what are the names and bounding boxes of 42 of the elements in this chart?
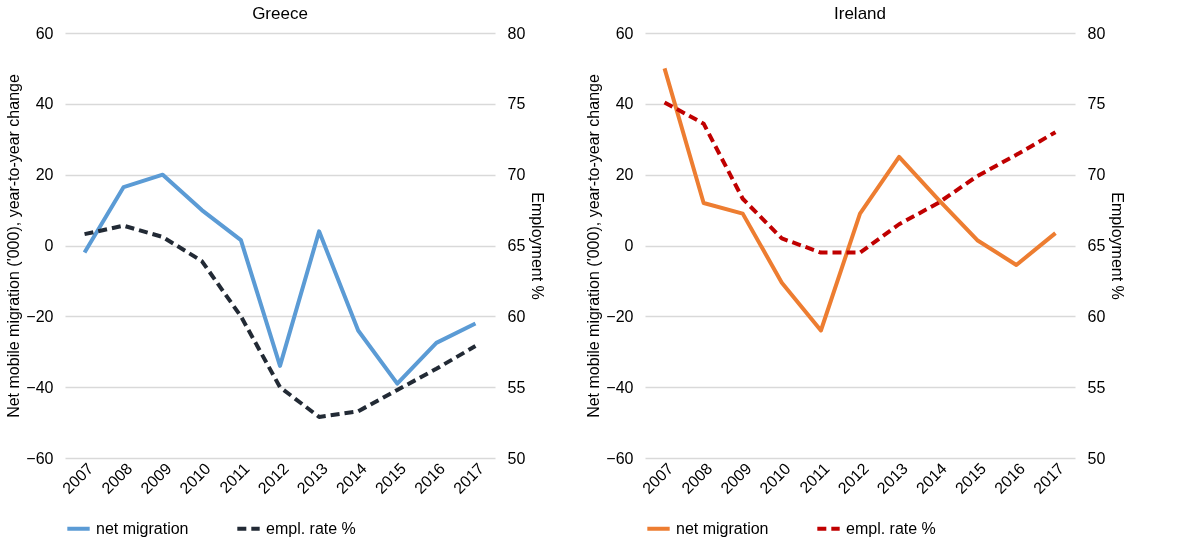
y2-tick-label: 50 (1087, 449, 1106, 467)
y2-tick-label: 55 (507, 378, 526, 396)
chart-title: Greece (252, 4, 308, 23)
y-tick-label: 20 (615, 166, 634, 184)
y2-tick-label: 75 (1087, 95, 1106, 113)
y-tick-label: 0 (44, 237, 54, 254)
y2-tick-label: 80 (507, 24, 526, 42)
y-tick-label: −40 (26, 378, 54, 396)
y2-tick-label: 75 (507, 95, 526, 113)
y-tick-label: −20 (26, 307, 54, 325)
y2-tick-label: 65 (1087, 237, 1106, 254)
y-tick-label: 20 (35, 166, 54, 184)
y-tick-label: 60 (35, 24, 54, 42)
y-tick-label: −40 (606, 378, 634, 396)
y-tick-label: −60 (606, 449, 634, 467)
y2-tick-label: 50 (507, 449, 526, 467)
line-series (662, 100, 1058, 255)
line-series (82, 223, 478, 419)
legend-label: net migration (96, 519, 189, 537)
y2-tick-label: 70 (507, 166, 526, 184)
y2-tick-label: 55 (1087, 378, 1106, 396)
y-axis-title: Net mobile migration ('000), year-to-year change (5, 74, 23, 418)
y2-tick-label: 80 (1087, 24, 1106, 42)
y-tick-label: 60 (615, 24, 634, 42)
legend-label: empl. rate % (266, 519, 356, 537)
y-axis-title: Net mobile migration ('000), year-to-year change (585, 74, 603, 418)
y-tick-label: −60 (26, 449, 54, 467)
y-tick-label: 0 (624, 237, 634, 254)
y2-tick-label: 60 (1087, 307, 1106, 325)
line-series (662, 66, 1058, 333)
y-tick-label: 40 (615, 95, 634, 113)
line-series (82, 172, 478, 386)
legend-label: empl. rate % (846, 519, 936, 537)
y2-axis-title: Employment % (1109, 192, 1127, 300)
y2-tick-label: 60 (507, 307, 526, 325)
y-tick-label: 40 (35, 95, 54, 113)
chart-title: Ireland (834, 4, 886, 23)
y2-tick-label: 65 (507, 237, 526, 254)
y2-tick-label: 70 (1087, 166, 1106, 184)
y2-axis-title: Employment % (529, 192, 547, 300)
legend-label: net migration (676, 519, 769, 537)
y-tick-label: −20 (606, 307, 634, 325)
